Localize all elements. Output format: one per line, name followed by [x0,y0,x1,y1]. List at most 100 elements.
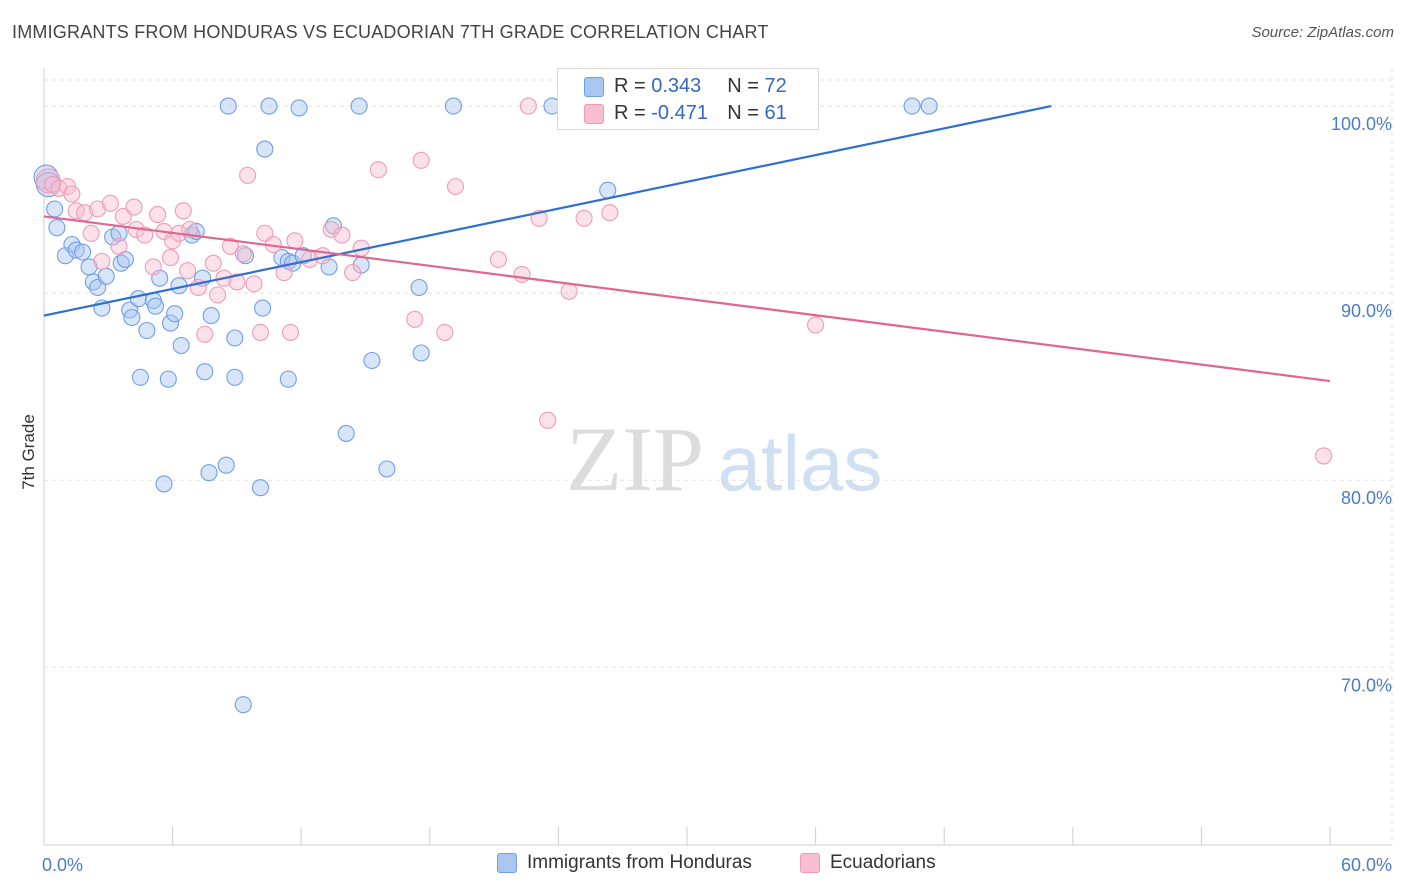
ecuadorians-point [1315,447,1333,465]
ecuadorians-point [93,252,111,270]
r-label-ecuadorians: R = [614,102,652,124]
ecuadorians-point [89,200,107,218]
honduras-point [138,321,156,340]
n-label-honduras: N = [727,75,765,97]
ecuadorians-point [204,254,222,272]
ecuadorians-point [67,202,85,220]
stats-row-honduras: R = 0.343 N = 72 [584,75,787,98]
honduras-point [599,181,617,199]
honduras-point [256,140,274,158]
honduras-point [410,278,428,297]
y-tick-label: 70.0% [1341,675,1392,695]
y-tick-label: 90.0% [1341,301,1392,321]
ecuadorians-point [322,220,340,239]
x-tick-label: 60.0% [1341,855,1392,875]
legend-swatch-honduras [497,852,517,873]
legend-swatch-ecuadorians [800,852,820,873]
data-points [33,97,1333,714]
source-label: Source: ZipAtlas.com [1251,24,1394,41]
ecuadorians-point [281,323,300,341]
honduras-point [48,219,66,237]
honduras-point [337,424,355,442]
n-value-honduras: 72 [764,75,787,97]
legend-item-ecuadorians[interactable]: Ecuadorians [800,852,936,874]
honduras-point [444,97,462,115]
honduras-point [219,97,237,115]
honduras-point [920,97,938,115]
x-tick-label: 0.0% [42,855,83,875]
honduras-point [378,460,396,478]
ecuadorians-point [489,250,507,269]
ecuadorians-point [436,323,454,341]
honduras-point [290,99,308,117]
grid-lines [44,68,1393,845]
honduras-point [67,241,85,259]
chart-title: IMMIGRANTS FROM HONDURAS VS ECUADORIAN 7… [12,22,769,42]
honduras-point [903,97,921,115]
stats-row-ecuadorians: R = -0.471 N = 61 [584,102,787,125]
honduras-point [159,370,177,388]
honduras-point [279,370,297,388]
honduras-point [74,243,92,261]
ecuadorians-point [196,325,214,343]
legend-label-ecuadorians: Ecuadorians [830,852,936,873]
ecuadorians-point [63,185,81,203]
honduras-point [202,307,220,325]
legend-item-honduras[interactable]: Immigrants from Honduras [497,852,752,874]
honduras-point [226,329,244,347]
ecuadorians-point [101,194,119,212]
stats-legend: R = 0.343 N = 72 R = -0.471 N = 61 [557,68,819,130]
ecuadorians-point [807,316,825,334]
ecuadorians-point [575,209,593,227]
ecuadorians-point [406,310,424,328]
watermark-atlas: atlas [718,419,883,507]
honduras-point [200,464,218,482]
honduras-point [172,336,190,355]
ecuadorians-point [161,249,180,267]
ecuadorians-point [144,258,162,276]
ecuadorians-point [513,265,531,283]
watermark: ZIP atlas [566,408,882,510]
honduras-point [412,344,430,362]
honduras-point [131,368,149,386]
ecuadorians-point [333,226,351,244]
ecuadorians-swatch [584,103,604,124]
watermark-zip: ZIP [566,408,704,510]
ecuadorians-trend-line [43,215,1331,383]
n-value-ecuadorians: 61 [764,102,787,124]
legend-label-honduras: Immigrants from Honduras [527,852,752,873]
ecuadorians-point [245,275,263,293]
honduras-point [251,479,270,497]
ecuadorians-point [234,245,252,263]
ecuadorians-point [209,286,227,304]
honduras-point [217,456,235,474]
ecuadorians-point [125,198,143,216]
ecuadorians-point [228,273,246,291]
tick-labels: 70.0% 80.0% 90.0% 100.0% 0.0% 60.0% [42,114,1392,875]
honduras-point [146,297,165,315]
honduras-point [166,305,184,323]
y-axis-label: 7th Grade [19,414,38,490]
ecuadorians-point [82,224,100,242]
ecuadorians-point [539,411,557,429]
ecuadorians-point [519,97,537,115]
honduras-point [123,308,141,327]
honduras-swatch [584,76,604,97]
axes [43,68,1392,846]
ecuadorians-point [286,232,304,250]
y-tick-label: 80.0% [1341,488,1392,508]
y-tick-label: 100.0% [1331,114,1392,134]
honduras-point [260,97,278,115]
ecuadorians-point [239,166,257,184]
ecuadorians-point [174,202,192,220]
ecuadorians-point [149,206,167,224]
honduras-point [236,247,255,265]
honduras-point [129,290,147,308]
honduras-point [97,267,115,285]
ecuadorians-point [344,264,362,282]
ecuadorians-point [110,237,128,255]
honduras-point [196,363,214,381]
honduras-point [254,299,272,317]
ecuadorians-point [446,177,465,196]
